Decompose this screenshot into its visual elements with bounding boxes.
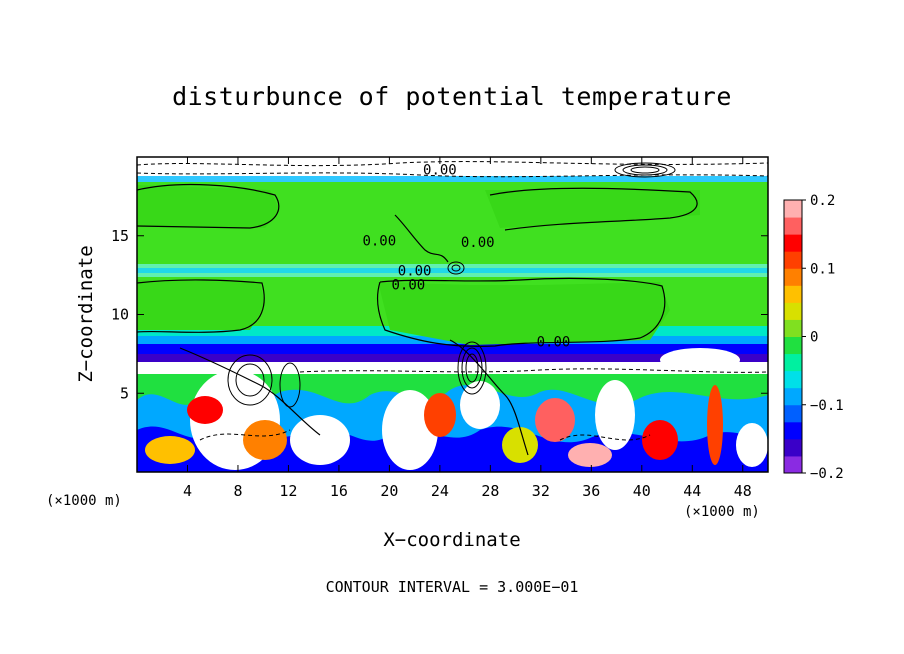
colorbar-swatch-6 [784, 353, 802, 372]
x-tick-label-1: 8 [233, 482, 242, 500]
colorbar-ticks: 0.2 0.1 0 −0.1 −0.2 [802, 193, 844, 482]
x-tick-label-6: 28 [481, 482, 499, 500]
x-tick-label-9: 40 [633, 482, 651, 500]
colorbar-swatch-15 [784, 200, 802, 218]
x-tick-label-4: 20 [380, 482, 398, 500]
x-unit-label: (×1000 m) [684, 504, 760, 520]
x-tick-label-10: 44 [683, 482, 701, 500]
y-tick-label-2: 15 [111, 227, 129, 245]
y-axis-ticks: 5 10 15 [111, 227, 768, 402]
colorbar-swatch-8 [784, 319, 802, 337]
colorbar-swatch-14 [784, 217, 802, 235]
x-axis-ticks: 4 8 12 16 20 24 28 32 36 40 44 48 [183, 157, 752, 500]
colorbar [784, 200, 802, 474]
colorbar-swatch-10 [784, 285, 802, 303]
x-axis-label: X−coordinate [383, 529, 520, 551]
contour-label-4: 0.00 [362, 233, 396, 249]
x-tick-label-5: 24 [431, 482, 449, 500]
y-axis-label: Z−coordinate [75, 245, 97, 382]
z-unit-label: (×1000 m) [46, 493, 122, 509]
colorbar-swatch-9 [784, 302, 802, 320]
contour-label-0: 0.00 [398, 263, 432, 279]
colorbar-swatch-13 [784, 234, 802, 252]
x-tick-label-11: 48 [734, 482, 752, 500]
contour-label-3: 0.00 [423, 163, 457, 179]
colorbar-tick-label-2: 0 [810, 330, 818, 346]
contour-label-5: 0.00 [461, 235, 495, 251]
x-tick-label-8: 36 [582, 482, 600, 500]
heatmap-field [137, 157, 768, 472]
colorbar-tick-label-4: −0.2 [810, 466, 844, 482]
colorbar-tick-label-1: 0.1 [810, 261, 835, 277]
colorbar-swatch-4 [784, 387, 802, 406]
y-tick-label-1: 10 [111, 306, 129, 324]
contour-label-2: 0.00 [537, 334, 571, 350]
contour-label-1: 0.00 [391, 278, 425, 294]
x-tick-label-3: 16 [330, 482, 348, 500]
contour-interval-note: CONTOUR INTERVAL = 3.000E−01 [326, 578, 579, 596]
colorbar-swatch-12 [784, 251, 802, 269]
colorbar-swatch-2 [784, 421, 802, 440]
colorbar-swatch-1 [784, 438, 802, 457]
colorbar-swatch-11 [784, 268, 802, 286]
colorbar-swatch-3 [784, 404, 802, 423]
colorbar-tick-label-3: −0.1 [810, 398, 844, 414]
chart-title: disturbunce of potential temperature [172, 82, 732, 111]
y-tick-label-0: 5 [120, 384, 129, 402]
colorbar-swatch-5 [784, 370, 802, 389]
x-tick-label-2: 12 [279, 482, 297, 500]
contour-labels: 0.000.000.000.000.00 0.00 [362, 163, 570, 351]
x-tick-label-7: 32 [532, 482, 550, 500]
colorbar-swatch-0 [784, 455, 802, 474]
colorbar-tick-label-0: 0.2 [810, 193, 835, 209]
x-tick-label-0: 4 [183, 482, 192, 500]
colorbar-swatch-7 [784, 336, 802, 355]
